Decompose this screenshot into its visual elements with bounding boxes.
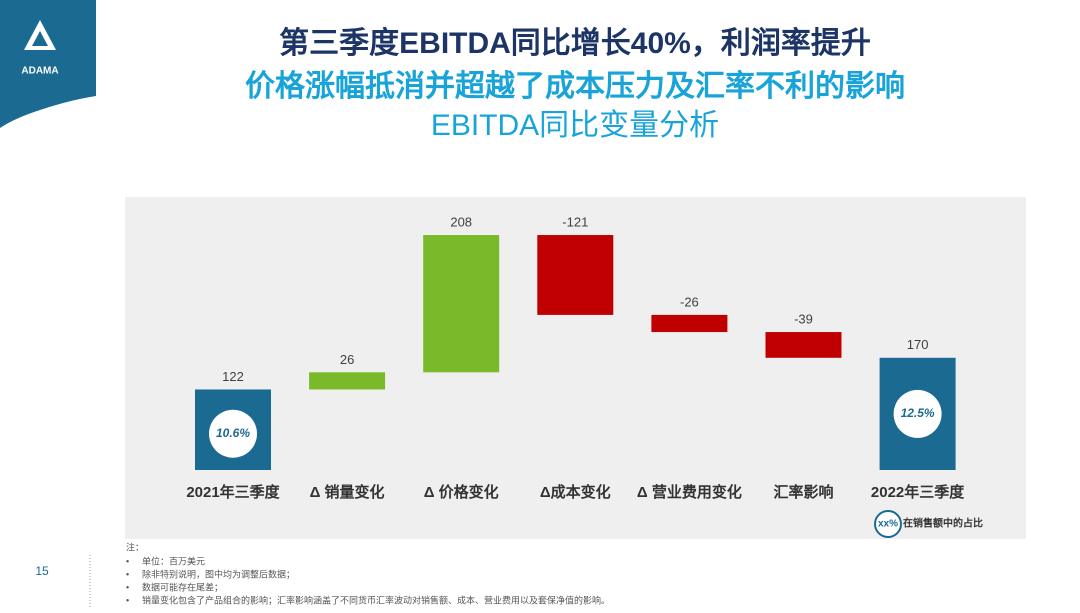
subtitle: 价格涨幅抵消并超越了成本压力及汇率不利的影响 [245,70,905,103]
value-label: -39 [794,311,813,326]
note-bullet: • [126,595,129,605]
value-label: 122 [222,369,244,384]
chart-title: EBITDA同比变量分析 [431,109,719,142]
bar [651,314,728,333]
note-bullet: • [126,556,129,566]
x-tick-label: Δ 销量变化 [310,483,385,501]
value-label: 208 [450,214,472,229]
logo-icon [24,20,56,50]
share-label: 12.5% [901,406,935,420]
x-tick-label: Δ 价格变化 [424,483,499,501]
legend-sample: xx% [878,519,898,530]
note-item: 数据可能存在尾差； [142,581,223,592]
notes-heading: 注： [126,541,144,552]
x-tick-label: Δ成本变化 [540,483,611,501]
note-item: 除非特别说明，图中均为调整后数据； [142,568,295,579]
x-tick-label: 2022年三季度 [871,483,965,501]
value-label: -121 [562,214,588,229]
share-circle [893,389,942,438]
value-label: -26 [680,294,699,309]
share-circle [209,409,257,458]
value-label: 26 [340,352,354,367]
notes: • 单位：百万美元 • 除非特别说明，图中均为调整后数据； • 数据可能存在尾差； • 销量变… [126,555,610,605]
chart: 122 2021年三季度 10.6% 26 Δ 销量变化 208 Δ 价格变化 -121 Δ成本… [186,214,983,538]
bar [309,372,386,390]
x-tick-label: 汇率影响 [773,483,833,501]
note-bullet: • [126,582,129,592]
title: 第三季度EBITDA同比增长40%，利润率提升 [279,26,871,60]
note-item: 销量变化包含了产品组合的影响；汇率影响涵盖了不同货币汇率波动对销售额、成本、营业… [142,594,610,605]
page-number: 15 [35,564,49,578]
note-bullet: • [126,569,129,579]
logo-shape [0,0,96,128]
legend-text: 在销售额中的占比 [903,517,983,530]
legend-circle [874,510,902,538]
value-label: 170 [907,337,929,352]
bar [537,235,614,315]
logo-text: ADAMA [21,66,58,77]
x-tick-label: 2021年三季度 [186,483,280,501]
note-item: 单位：百万美元 [142,555,205,566]
bar [423,235,500,373]
x-tick-label: Δ 营业费用变化 [637,483,742,501]
share-label: 10.6% [216,426,250,440]
bar [765,332,842,358]
